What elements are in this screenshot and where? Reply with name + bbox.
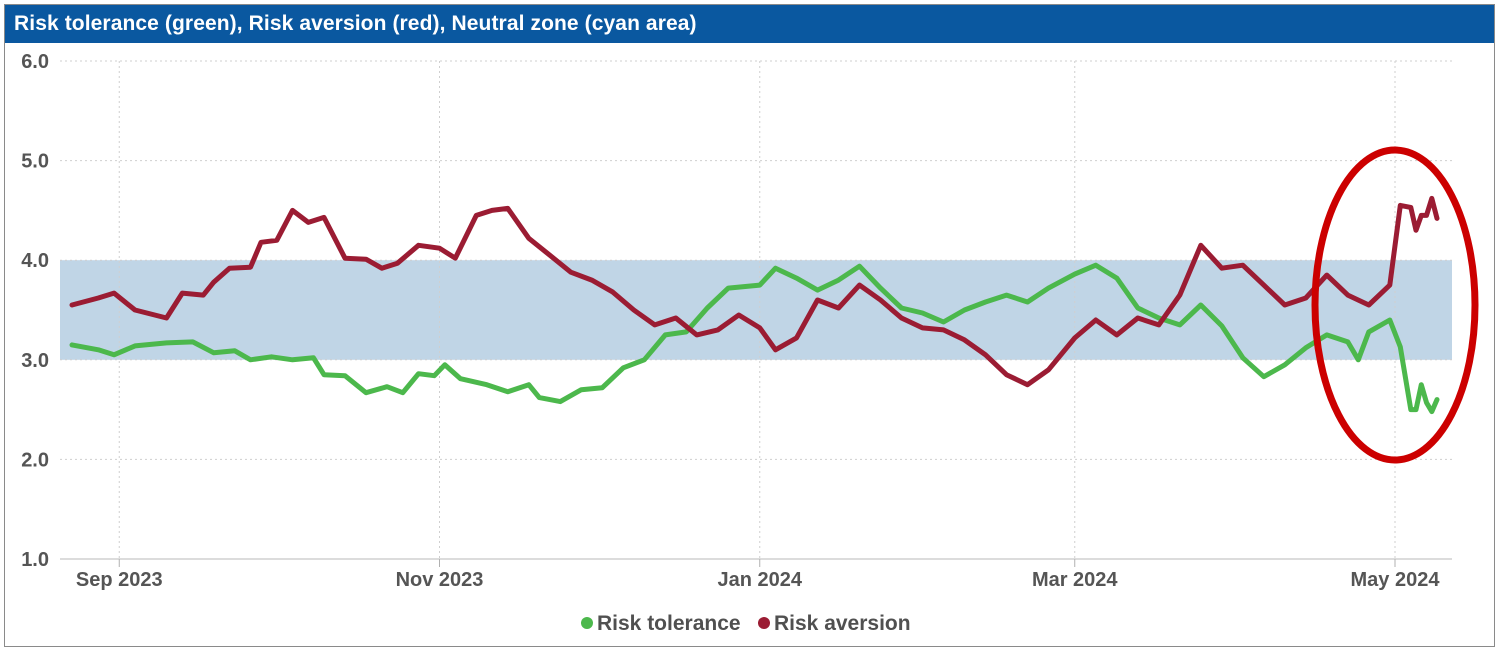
y-tick-label: 5.0 <box>21 151 49 173</box>
y-tick-label: 3.0 <box>21 350 49 372</box>
x-tick-label: Nov 2023 <box>396 569 484 591</box>
x-tick-label: May 2024 <box>1351 569 1441 591</box>
y-tick-label: 1.0 <box>21 549 49 571</box>
highlight-ellipse <box>1311 146 1479 464</box>
x-tick-label: Sep 2023 <box>76 569 163 591</box>
legend-marker-risk-tolerance <box>581 617 593 629</box>
legend-label-risk-aversion: Risk aversion <box>774 612 911 635</box>
chart-title: Risk tolerance (green), Risk aversion (r… <box>14 12 697 35</box>
risk-tolerance-line <box>69 262 1440 415</box>
y-tick-label: 4.0 <box>21 250 49 272</box>
x-tick-label: Mar 2024 <box>1032 569 1118 591</box>
neutral-zone-band <box>60 260 1452 360</box>
risk-aversion-line <box>69 195 1440 388</box>
y-tick-label: 2.0 <box>21 449 49 471</box>
legend-label-risk-tolerance: Risk tolerance <box>597 612 741 635</box>
legend-marker-risk-aversion <box>758 617 770 629</box>
title-bar: Risk tolerance (green), Risk aversion (r… <box>5 5 1494 43</box>
y-tick-label: 6.0 <box>21 51 49 73</box>
x-tick-label: Jan 2024 <box>717 569 802 591</box>
